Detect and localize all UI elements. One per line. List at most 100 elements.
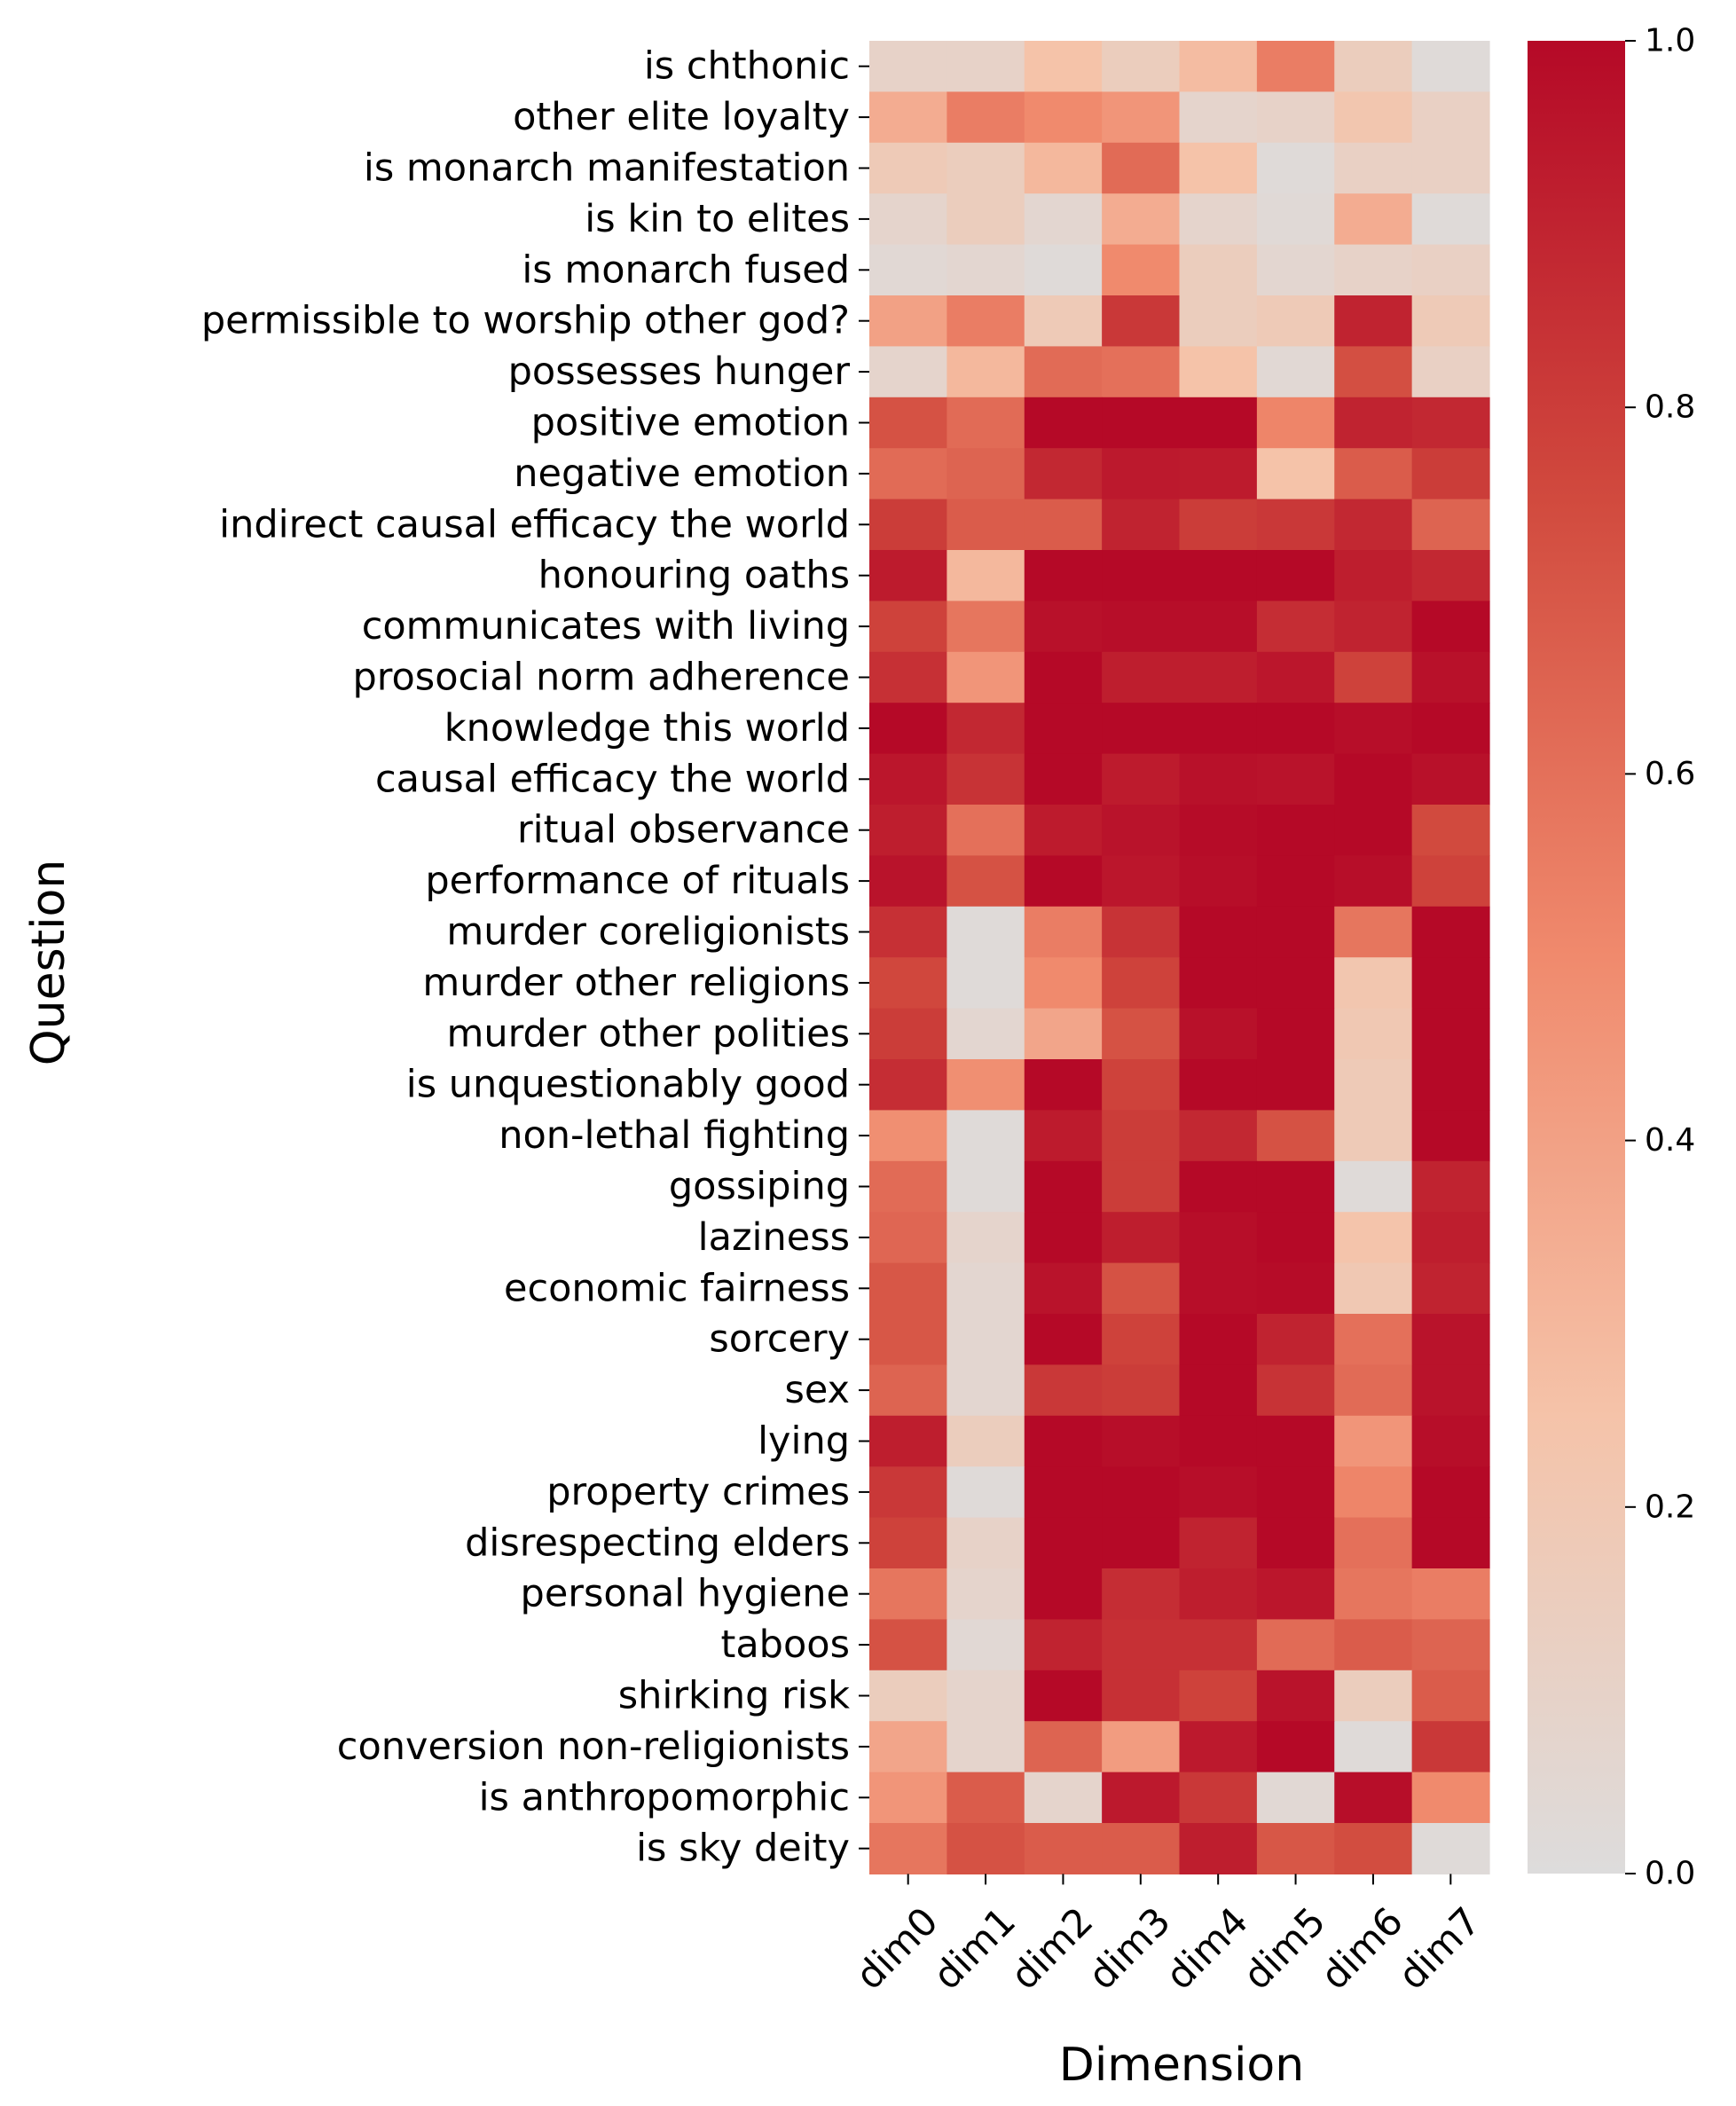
heatmap-cell: [869, 295, 947, 347]
heatmap-cell: [947, 448, 1025, 500]
heatmap-cell: [1102, 41, 1181, 92]
heatmap-cell: [1334, 244, 1413, 296]
heatmap-cell: [1411, 244, 1490, 296]
heatmap-cell: [1102, 1059, 1181, 1111]
heatmap-cell: [947, 957, 1025, 1010]
heatmap-cells: [869, 41, 1490, 1874]
heatmap-cell: [1256, 91, 1335, 144]
heatmap-cell: [947, 703, 1025, 755]
heatmap-cell: [1179, 41, 1258, 92]
heatmap-cell: [1179, 651, 1258, 703]
heatmap-cell: [869, 1721, 947, 1773]
heatmap-cell: [1256, 1314, 1335, 1365]
heatmap-cell: [1179, 601, 1258, 653]
heatmap-cell: [1256, 1059, 1335, 1111]
heatmap-cell: [1179, 193, 1258, 246]
heatmap-cell: [947, 1721, 1025, 1773]
heatmap-cell: [1102, 1823, 1181, 1874]
heatmap-cell: [1256, 703, 1335, 755]
y-tick-label: murder coreligionists: [446, 910, 850, 955]
heatmap-cell: [869, 91, 947, 144]
heatmap-cell: [1411, 1364, 1490, 1417]
heatmap-cell: [1179, 1466, 1258, 1519]
heatmap-cell: [1334, 753, 1413, 805]
heatmap-cell: [1411, 448, 1490, 500]
heatmap-cell: [869, 1670, 947, 1722]
heatmap-cell: [1102, 295, 1181, 347]
heatmap-cell: [1024, 1160, 1103, 1213]
heatmap-cell: [869, 448, 947, 500]
heatmap-cell: [1411, 1568, 1490, 1620]
heatmap-cell: [1102, 906, 1181, 958]
x-tick-label: dim4: [1158, 1899, 1257, 1999]
heatmap-cell: [1024, 1721, 1103, 1773]
heatmap-cell: [1102, 1364, 1181, 1417]
heatmap-cell: [1102, 1314, 1181, 1365]
heatmap-cell: [1024, 805, 1103, 856]
heatmap-cell: [1334, 1160, 1413, 1213]
heatmap-cell: [1334, 550, 1413, 601]
heatmap-cell: [1102, 1721, 1181, 1773]
y-tick-label: prosocial norm adherence: [352, 656, 850, 700]
heatmap-cell: [869, 855, 947, 908]
heatmap-cell: [1256, 957, 1335, 1010]
heatmap-cell: [1256, 295, 1335, 347]
heatmap-cell: [869, 346, 947, 398]
heatmap-cell: [947, 1262, 1025, 1315]
heatmap-cell: [869, 244, 947, 296]
heatmap-cell: [1411, 41, 1490, 92]
y-tick-label: is sky deity: [636, 1827, 850, 1871]
heatmap-cell: [1411, 1314, 1490, 1365]
heatmap-cell: [1334, 1517, 1413, 1569]
heatmap-cell: [1334, 1110, 1413, 1162]
heatmap-cell: [1102, 1772, 1181, 1824]
heatmap-cell: [1179, 703, 1258, 755]
heatmap-cell: [1256, 1517, 1335, 1569]
heatmap-cell: [947, 346, 1025, 398]
heatmap-cell: [869, 906, 947, 958]
heatmap-cell: [1102, 1110, 1181, 1162]
heatmap-cell: [947, 499, 1025, 551]
heatmap-cell: [1179, 1823, 1258, 1874]
heatmap-cell: [1334, 1415, 1413, 1467]
heatmap-cell: [1102, 601, 1181, 653]
heatmap-cell: [1102, 1568, 1181, 1620]
heatmap-cell: [1102, 1008, 1181, 1060]
heatmap-cell: [869, 1364, 947, 1417]
heatmap-cell: [869, 703, 947, 755]
heatmap-cell: [1256, 1364, 1335, 1417]
heatmap-cell: [869, 1059, 947, 1111]
heatmap-cell: [1179, 805, 1258, 856]
heatmap-cell: [1024, 1364, 1103, 1417]
heatmap-cell: [1024, 1314, 1103, 1365]
heatmap-cell: [947, 193, 1025, 246]
heatmap-cell: [1411, 295, 1490, 347]
heatmap-cell: [1256, 1212, 1335, 1264]
heatmap-cell: [947, 1212, 1025, 1264]
heatmap-cell: [1024, 1008, 1103, 1060]
heatmap-cell: [1256, 1466, 1335, 1519]
heatmap-cell: [1411, 957, 1490, 1010]
heatmap-cell: [1024, 499, 1103, 551]
heatmap-cell: [869, 550, 947, 601]
heatmap-cell: [1411, 1517, 1490, 1569]
y-tick-label: knowledge this world: [444, 706, 850, 750]
y-tick-label: sorcery: [709, 1317, 850, 1362]
heatmap-cell: [869, 397, 947, 449]
heatmap-cell: [1256, 397, 1335, 449]
heatmap-cell: [1179, 397, 1258, 449]
heatmap-cell: [1256, 1772, 1335, 1824]
heatmap-cell: [1411, 805, 1490, 856]
heatmap-cell: [1256, 1568, 1335, 1620]
heatmap-cell: [1179, 1008, 1258, 1060]
heatmap-cell: [1411, 1110, 1490, 1162]
x-tick-label: dim2: [1002, 1899, 1102, 1999]
heatmap-cell: [869, 1110, 947, 1162]
heatmap-cell: [1179, 1314, 1258, 1365]
heatmap-cell: [1024, 1568, 1103, 1620]
heatmap-cell: [1256, 601, 1335, 653]
heatmap-cell: [1179, 1262, 1258, 1315]
heatmap-cell: [1179, 1415, 1258, 1467]
